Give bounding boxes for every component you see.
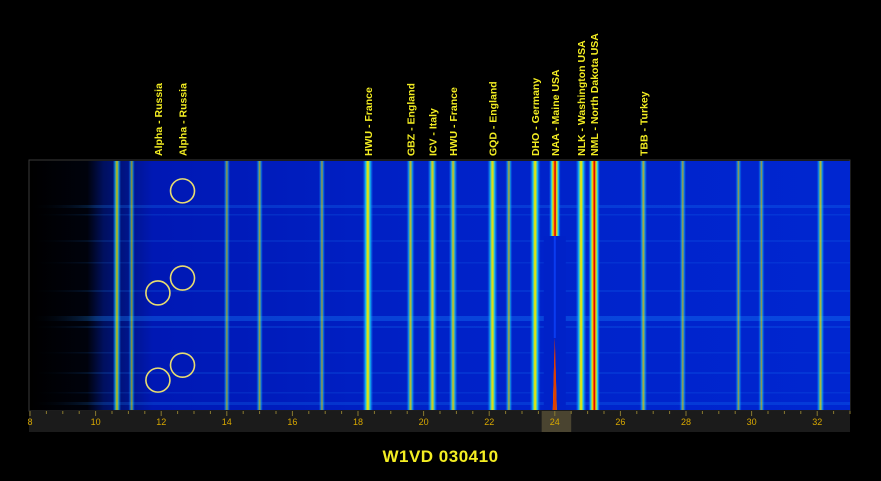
tick-label: 14 [222,417,232,427]
frequency-axis: 8 10 12 14 16 18 20 22 24 26 28 30 32 [27,411,851,427]
carrier-line [588,161,600,410]
carrier-line [427,161,438,410]
carrier-line [487,161,498,410]
carrier-line [639,161,648,410]
interference-band [30,352,850,354]
tick-label: 22 [484,417,494,427]
carrier-line [735,161,742,410]
tick-label: 10 [91,417,101,427]
caption-title: W1VD 030410 [382,447,499,466]
tick-label: 16 [287,417,297,427]
interference-band [30,372,850,374]
tick-label: 32 [812,417,822,427]
marker-circle [169,265,196,291]
marker-circle [145,367,171,393]
carrier-line [318,161,326,410]
interference-band [30,402,850,405]
marker-circle [169,352,196,378]
marker-circle [169,178,196,204]
carrier-line [816,161,825,410]
interference-band [30,262,850,264]
carrier-line [256,161,263,410]
tick-label: 20 [419,417,429,427]
carrier-outage-center [553,236,556,338]
station-carriers [112,161,825,410]
carrier-return [552,338,557,410]
station-label: GBZ - England [405,83,417,156]
carrier-line [362,161,374,410]
station-label: HWU - France [363,87,375,156]
station-label: GQD - England [487,81,499,156]
carrier-line [505,161,513,410]
carrier-line [406,161,415,410]
station-label: NML - North Dakota USA [589,33,601,156]
frequency-axis-bar [29,411,850,432]
carrier-line [758,161,765,410]
tick-label: 8 [27,417,32,427]
station-label: HWU - France [448,87,460,156]
interference-band [30,316,850,321]
station-label: ICV - Italy [427,108,439,156]
carrier-line [529,161,541,410]
station-label: DHO - Germany [530,78,542,156]
tick-label: 24 [550,417,560,427]
tick-label: 18 [353,417,363,427]
station-label: TBB - Turkey [638,91,650,156]
tick-label: 12 [156,417,166,427]
carrier-line [223,161,230,410]
alpha-circle-markers [145,178,196,393]
interference-band [30,392,850,394]
tick-label: 26 [615,417,625,427]
interference-band [30,326,850,328]
station-label: Alpha - Russia [153,83,165,156]
interference-band [30,214,850,216]
carrier-line [575,161,587,410]
carrier-line [112,161,122,410]
interference-band [30,205,850,208]
tick-label: 30 [747,417,757,427]
carrier-line [679,161,687,410]
axis-highlight-range [541,411,572,432]
marker-circle [145,280,171,306]
carrier-line [128,161,135,410]
horizontal-interference-bands [30,205,850,405]
tick-label: 28 [681,417,691,427]
station-label: Alpha - Russia [178,83,190,156]
station-label: NAA - Maine USA [550,69,562,156]
carrier-line [448,161,458,410]
interference-band [30,240,850,242]
station-labels: Alpha - Russia Alpha - Russia HWU - France… [153,33,650,156]
station-label: NLK - Washington USA [576,40,588,156]
interference-band [30,290,850,292]
